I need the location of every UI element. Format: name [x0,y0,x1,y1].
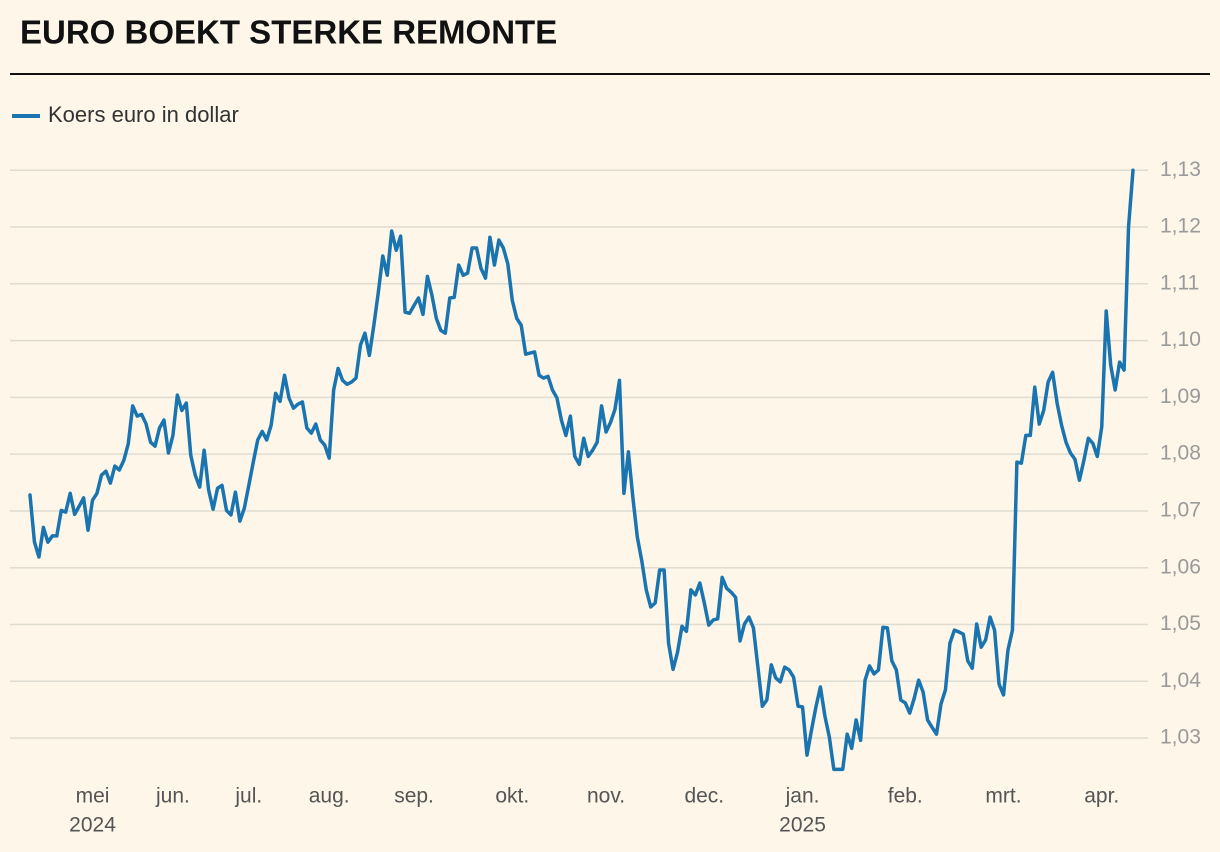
x-tick-label: jun. [155,785,190,808]
chart-title: EURO BOEKT STERKE REMONTE [20,14,557,51]
y-tick-label: 1,11 [1160,271,1199,294]
year-label: 2025 [779,814,826,837]
y-tick-label: 1,12 [1160,215,1201,238]
x-tick-label: dec. [684,785,724,808]
x-tick-label: apr. [1084,785,1119,808]
x-tick-label: nov. [587,785,625,808]
x-tick-label: jul. [234,785,262,808]
price-line [28,168,1135,772]
y-tick-label: 1,06 [1160,555,1201,578]
year-label: 2024 [69,814,116,837]
y-tick-label: 1,04 [1160,669,1201,692]
legend-label: Koers euro in dollar [48,102,239,127]
y-tick-label: 1,03 [1160,726,1201,749]
x-tick-label: aug. [309,785,350,808]
y-tick-label: 1,13 [1160,158,1201,181]
legend: Koers euro in dollar [12,102,239,127]
x-tick-label: mrt. [985,785,1021,808]
x-tick-label: feb. [888,785,923,808]
x-tick-label: okt. [495,785,529,808]
y-tick-label: 1,08 [1160,442,1201,465]
x-tick-label: sep. [394,785,434,808]
y-tick-label: 1,10 [1160,328,1201,351]
y-tick-label: 1,05 [1160,612,1201,635]
y-tick-label: 1,09 [1160,385,1201,408]
y-tick-label: 1,07 [1160,498,1201,521]
x-tick-label: jan. [785,785,820,808]
x-tick-label: mei [76,785,110,808]
